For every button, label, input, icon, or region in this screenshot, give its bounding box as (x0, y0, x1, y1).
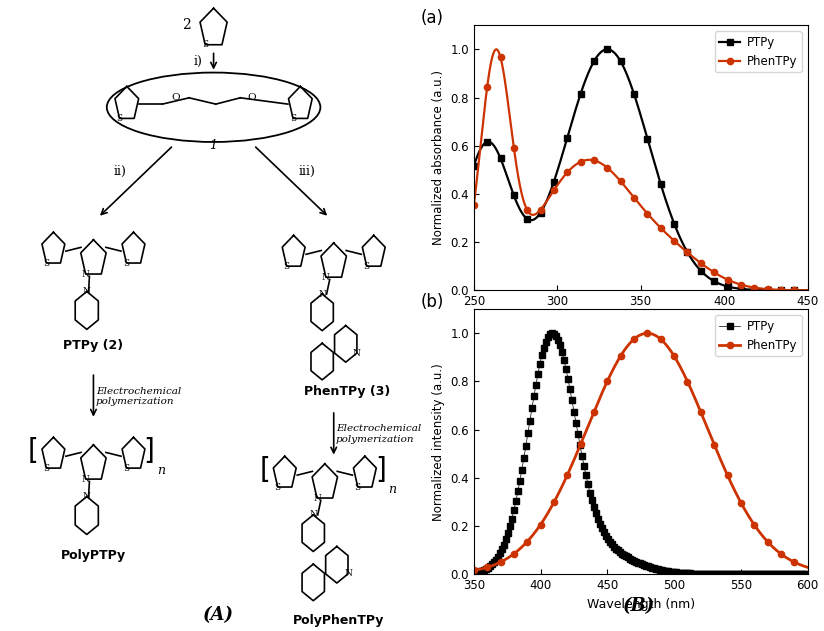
Text: S: S (274, 483, 281, 492)
PTPy (486, 139, 496, 146)
PTPy (732, 570, 742, 578)
Legend: PTPy, PhenTPy: PTPy, PhenTPy (714, 315, 802, 357)
PTPy (469, 569, 479, 577)
Y-axis label: Normalized absorbance (a.u.): Normalized absorbance (a.u.) (432, 70, 445, 245)
PhenTPy (622, 186, 632, 193)
X-axis label: Wavelength (nm): Wavelength (nm) (587, 598, 695, 611)
PhenTPy (803, 286, 812, 294)
X-axis label: Wavelength (nm): Wavelength (nm) (587, 314, 695, 327)
Y-axis label: Normalized intensity (a.u.): Normalized intensity (a.u.) (432, 363, 445, 521)
Text: PTPy (2): PTPy (2) (63, 339, 124, 352)
Text: PolyPTPy: PolyPTPy (61, 549, 126, 562)
PTPy (793, 570, 803, 578)
Text: Electrochemical
polymerization: Electrochemical polymerization (336, 425, 421, 444)
Text: N: N (309, 510, 317, 519)
Text: (b): (b) (420, 293, 444, 311)
Text: [: [ (28, 437, 39, 465)
Text: N: N (82, 269, 90, 278)
Text: S: S (44, 259, 49, 268)
Text: N: N (353, 348, 361, 358)
PhenTPy (732, 491, 742, 498)
Text: S: S (363, 262, 370, 271)
PhenTPy (631, 334, 641, 341)
Text: (a): (a) (420, 9, 443, 27)
Text: S: S (44, 464, 49, 473)
PTPy (793, 570, 803, 578)
Text: S: S (290, 114, 296, 123)
PhenTPy (732, 280, 742, 287)
PTPy (631, 558, 641, 565)
PhenTPy (469, 201, 479, 209)
Text: 2: 2 (182, 18, 191, 32)
Line: PhenTPy: PhenTPy (471, 46, 811, 293)
Text: S: S (124, 259, 129, 268)
PTPy (793, 286, 803, 294)
PhenTPy (793, 560, 803, 568)
Text: O: O (247, 93, 255, 102)
Text: O: O (171, 93, 180, 102)
PTPy (793, 286, 803, 294)
Text: ii): ii) (114, 165, 127, 178)
Text: 1: 1 (209, 139, 218, 151)
Text: S: S (202, 40, 208, 49)
PTPy (547, 329, 557, 337)
Text: N: N (313, 493, 321, 502)
PTPy (803, 286, 812, 294)
Text: N: N (82, 475, 90, 483)
PTPy (732, 285, 742, 292)
Text: ]: ] (375, 456, 386, 484)
PTPy (803, 570, 812, 578)
PTPy (622, 72, 632, 80)
PhenTPy (469, 567, 479, 574)
PhenTPy (793, 286, 803, 294)
Text: ]: ] (143, 437, 154, 465)
Line: PhenTPy: PhenTPy (471, 330, 811, 574)
PhenTPy (803, 563, 812, 571)
PTPy (469, 162, 479, 170)
PhenTPy (793, 560, 803, 567)
Text: Electrochemical
polymerization: Electrochemical polymerization (96, 387, 181, 406)
PTPy (622, 553, 632, 561)
Text: S: S (124, 464, 129, 473)
Text: S: S (283, 262, 290, 271)
Text: i): i) (194, 56, 203, 68)
PhenTPy (491, 45, 501, 53)
Line: PTPy: PTPy (471, 46, 811, 293)
Text: N: N (322, 273, 330, 281)
Text: N: N (344, 569, 352, 579)
Text: S: S (355, 483, 361, 492)
PTPy (602, 45, 612, 53)
Text: n: n (388, 483, 396, 495)
PTPy (486, 562, 496, 569)
Line: PTPy: PTPy (471, 331, 810, 577)
Text: [: [ (260, 456, 270, 484)
Text: N: N (83, 287, 91, 296)
Text: n: n (157, 464, 165, 476)
PhenTPy (793, 286, 803, 294)
Text: PolyPhenTPy: PolyPhenTPy (293, 614, 384, 627)
Text: iii): iii) (298, 165, 316, 178)
PhenTPy (622, 343, 632, 350)
Legend: PTPy, PhenTPy: PTPy, PhenTPy (714, 31, 802, 73)
Text: S: S (116, 114, 123, 123)
PhenTPy (631, 196, 641, 204)
PhenTPy (486, 562, 496, 570)
PhenTPy (643, 329, 653, 337)
Text: (A): (A) (203, 606, 233, 624)
PTPy (631, 97, 641, 105)
Text: N: N (318, 290, 326, 298)
Text: (B): (B) (622, 597, 655, 615)
Text: PhenTPy (3): PhenTPy (3) (304, 385, 391, 398)
Text: N: N (83, 492, 91, 501)
PhenTPy (486, 60, 496, 68)
